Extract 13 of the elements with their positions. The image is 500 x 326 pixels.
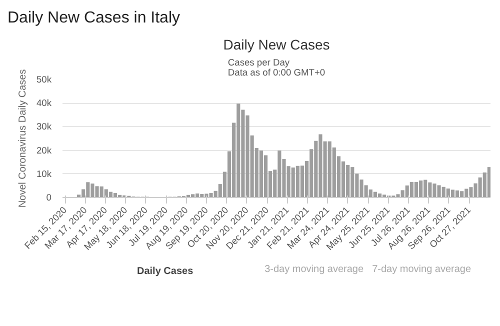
text: 7-day moving average <box>372 264 472 275</box>
chart-subtitle: Cases per Day Data as of 0:00 GMT+0 <box>228 58 326 78</box>
y-tick-label: 50k <box>36 74 52 84</box>
y-tick-label: 0 <box>46 192 52 202</box>
y-tick-label: 10k <box>36 168 52 179</box>
chart-title: Daily New Cases <box>223 36 330 52</box>
y-tick-label: 20k <box>36 145 52 156</box>
y-axis-title: Novel Coronavirus Daily Cases <box>17 69 28 208</box>
y-tick-label: 30k <box>36 122 52 132</box>
y-tick-label: 40k <box>36 98 52 108</box>
text: Daily New Cases in Italy <box>8 10 180 26</box>
text: Daily Cases <box>137 266 194 277</box>
text: 3-day moving average <box>264 264 364 275</box>
